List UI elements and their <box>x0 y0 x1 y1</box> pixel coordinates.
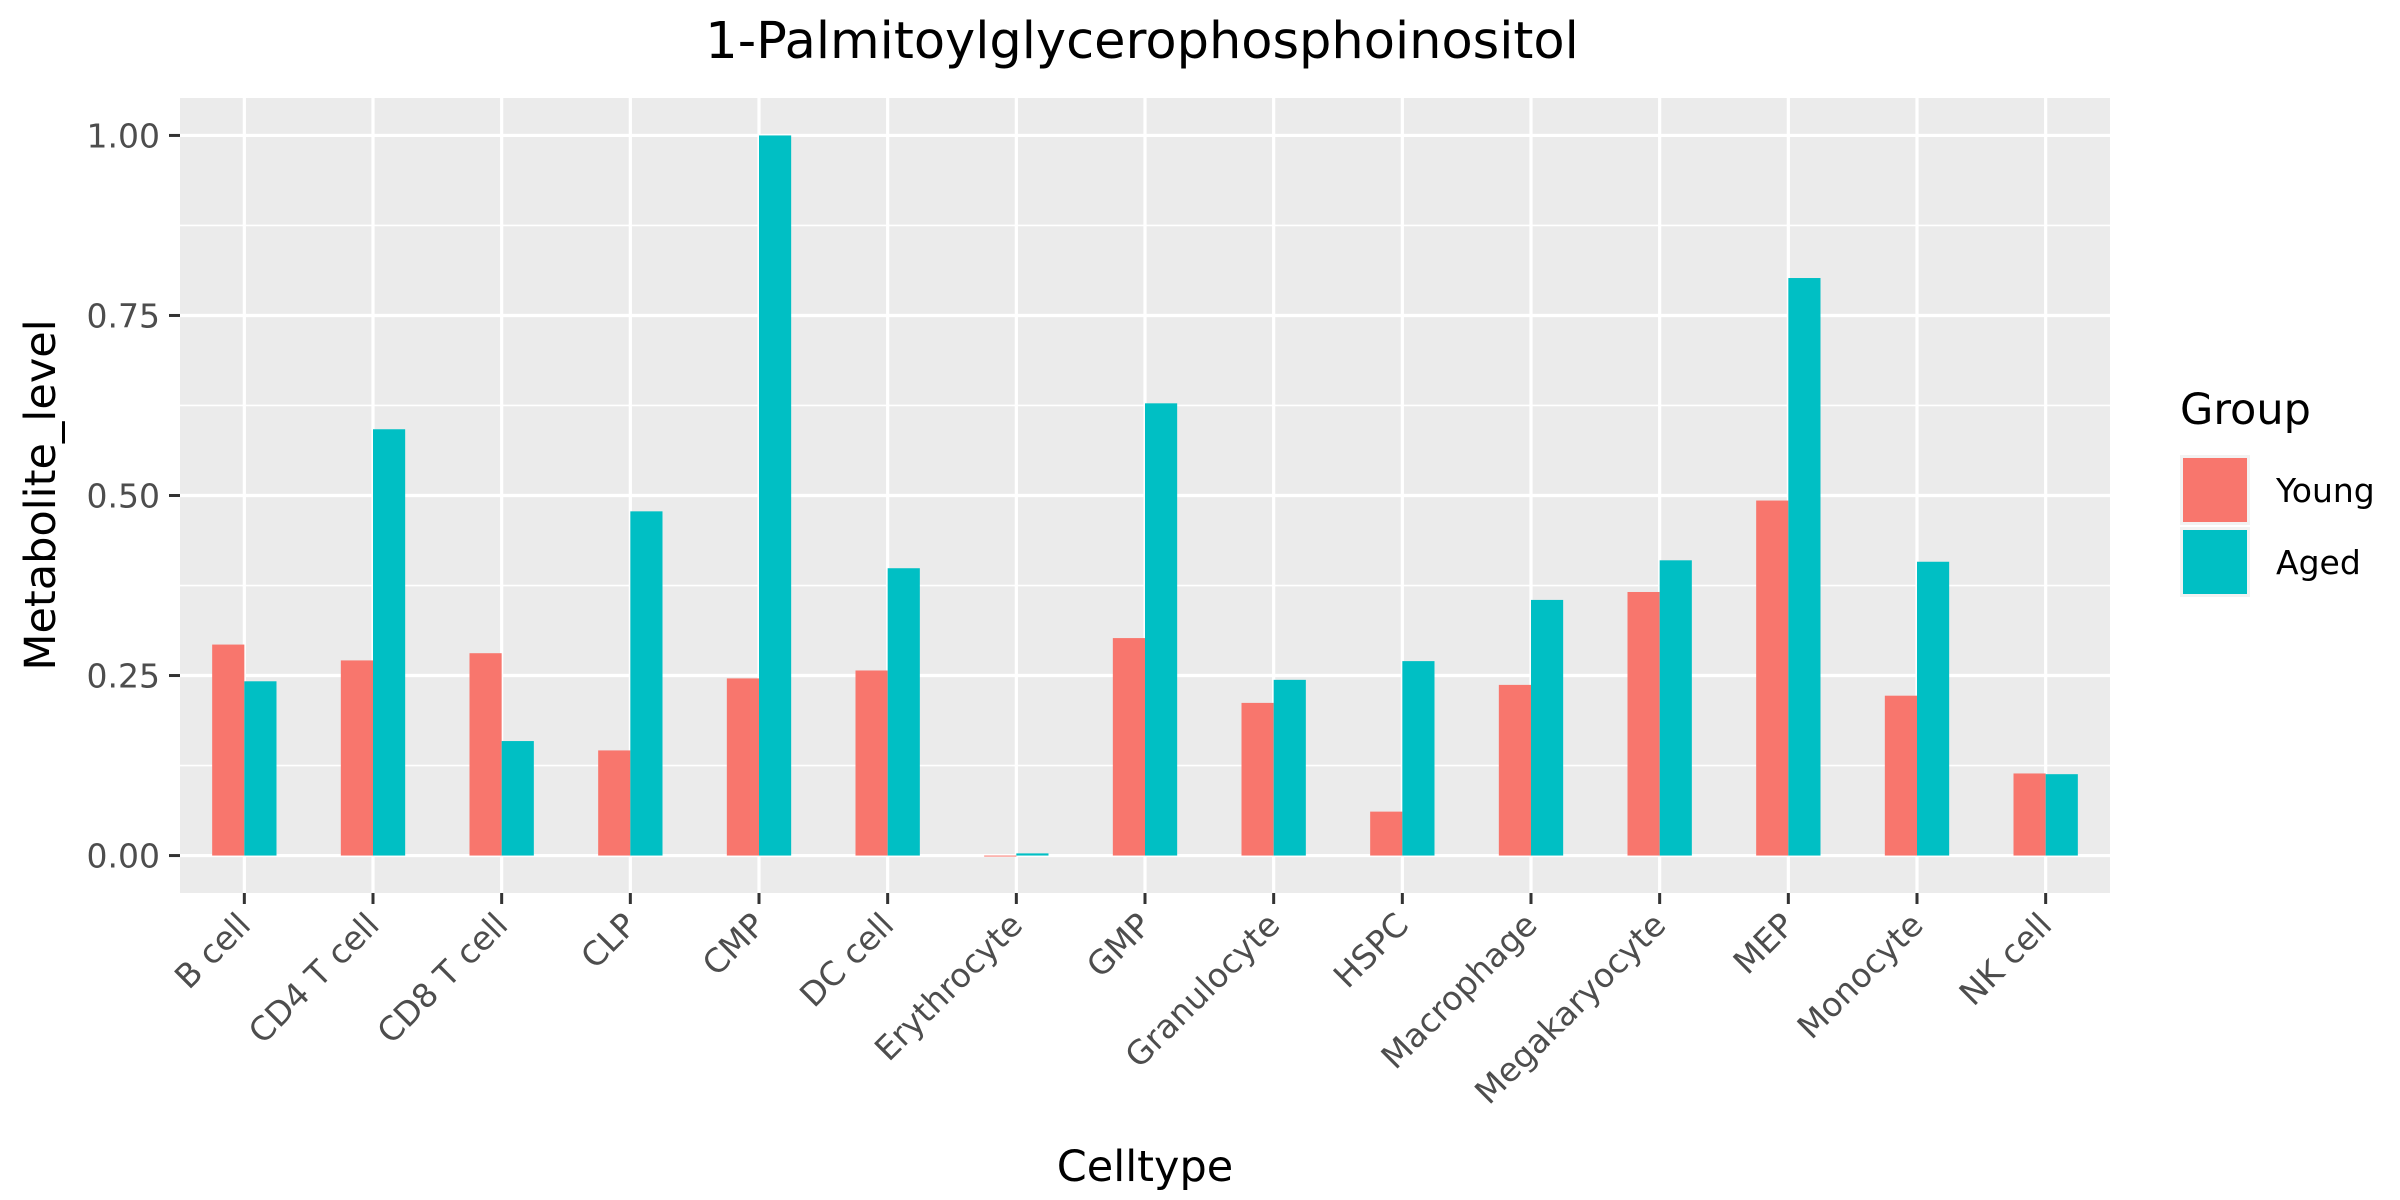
bar-young-megakaryocyte <box>1627 591 1660 856</box>
x-tick-label: Monocyte <box>1789 905 1930 1046</box>
x-tick-label: CD4 T cell <box>241 905 387 1051</box>
bar-aged-b-cell <box>244 681 277 856</box>
bar-young-cd4-t-cell <box>340 660 373 856</box>
y-axis-title: Metabolite_level <box>16 319 66 670</box>
y-tick-label: 0.00 <box>87 837 160 876</box>
bar-young-granulocyte <box>1241 702 1274 856</box>
bar-young-cd8-t-cell <box>469 653 502 856</box>
bar-young-macrophage <box>1498 684 1531 856</box>
bar-young-clp <box>598 750 631 856</box>
x-tick-label: NK cell <box>1951 905 2059 1013</box>
bar-young-b-cell <box>212 644 245 856</box>
bars <box>212 135 2078 857</box>
bar-aged-cd4-t-cell <box>373 429 406 856</box>
x-tick-label: DC cell <box>792 905 901 1014</box>
x-tick-label: HSPC <box>1326 905 1416 995</box>
legend-title: Group <box>2180 385 2311 435</box>
bar-aged-gmp <box>1145 403 1178 856</box>
y-tick-label: 0.25 <box>87 657 160 696</box>
bar-young-gmp <box>1112 638 1145 856</box>
x-tick-label: MEP <box>1725 905 1802 982</box>
bar-young-cmp <box>726 678 759 856</box>
bar-young-mep <box>1756 500 1789 856</box>
bar-aged-mep <box>1788 278 1821 856</box>
x-tick-label: CMP <box>695 905 773 983</box>
bar-aged-hspc <box>1402 661 1435 856</box>
x-tick-label: B cell <box>167 905 258 996</box>
bar-aged-clp <box>630 511 663 856</box>
y-tick-label: 1.00 <box>87 116 160 155</box>
bar-young-hspc <box>1370 811 1403 856</box>
legend-label-aged: Aged <box>2276 543 2361 582</box>
chart-title: 1-Palmitoylglycerophosphoinositol <box>705 12 1579 71</box>
legend-swatch-young <box>2183 458 2247 522</box>
x-tick-label: CD8 T cell <box>369 905 515 1051</box>
bar-aged-megakaryocyte <box>1659 560 1692 856</box>
bar-aged-cmp <box>759 135 792 856</box>
bar-aged-erythrocyte <box>1016 853 1049 856</box>
legend: Group Young Aged <box>2180 385 2375 597</box>
bar-aged-nk-cell <box>2045 774 2078 856</box>
bar-young-nk-cell <box>2013 773 2046 856</box>
bar-young-monocyte <box>1884 695 1917 856</box>
legend-label-young: Young <box>2275 471 2375 510</box>
x-tick-label: CLP <box>573 905 644 976</box>
bar-aged-macrophage <box>1531 599 1564 856</box>
bar-aged-dc-cell <box>887 568 920 856</box>
bar-young-erythrocyte <box>984 855 1017 857</box>
x-tick-label: GMP <box>1079 905 1159 985</box>
y-tick-label: 0.50 <box>87 477 160 516</box>
bar-aged-cd8-t-cell <box>501 741 534 856</box>
y-axis: 0.00 0.25 0.50 0.75 1.00 <box>87 116 180 876</box>
x-axis-title: Celltype <box>1057 1142 1233 1192</box>
bar-young-dc-cell <box>855 670 888 856</box>
y-tick-label: 0.75 <box>87 296 160 335</box>
legend-swatch-aged <box>2183 530 2247 594</box>
bar-aged-monocyte <box>1917 561 1950 856</box>
bar-aged-granulocyte <box>1273 679 1306 856</box>
